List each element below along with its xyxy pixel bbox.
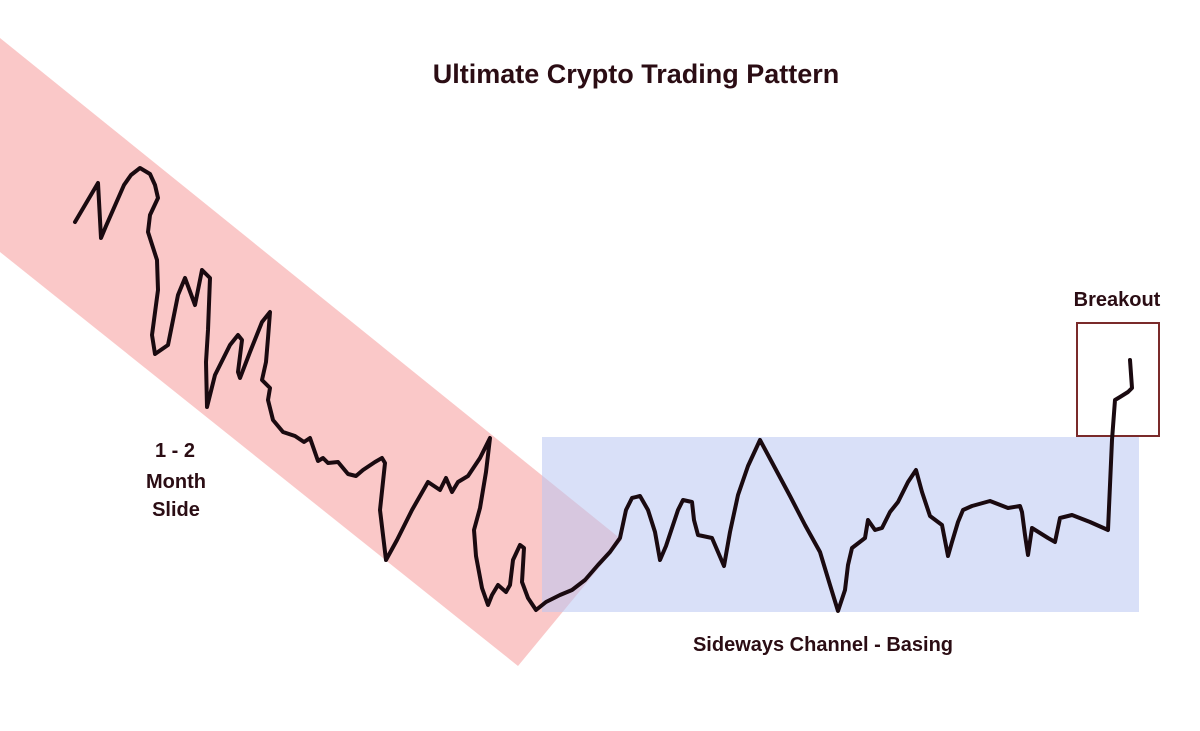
breakout-box	[1076, 322, 1160, 437]
breakout-label: Breakout	[1074, 289, 1161, 311]
channel-label: Sideways Channel - Basing	[693, 634, 953, 656]
price-line	[73, 166, 1134, 613]
slide-zone-band	[0, 38, 622, 666]
slide-label-line3: Slide	[152, 499, 200, 521]
slide-label-line2: Month	[146, 471, 206, 493]
sideways-channel-zone	[542, 437, 1139, 612]
slide-label-line1: 1 - 2	[155, 440, 195, 462]
page-title: Ultimate Crypto Trading Pattern	[433, 59, 840, 89]
